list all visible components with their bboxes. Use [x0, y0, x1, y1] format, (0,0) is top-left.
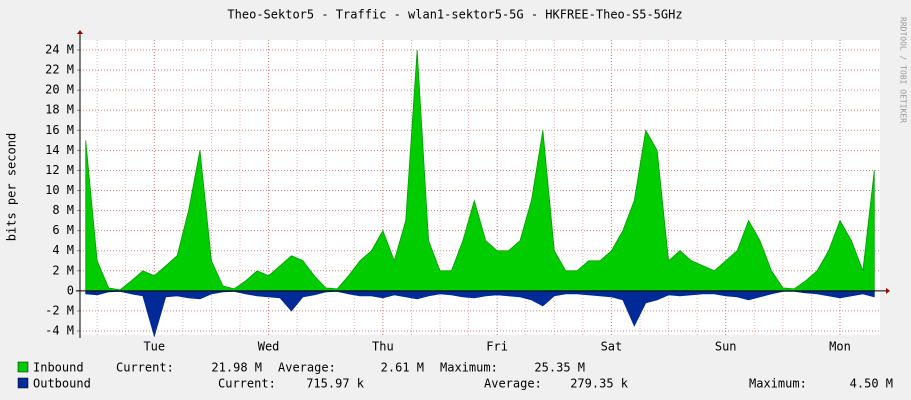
y-tick-label: -2 M: [45, 303, 74, 317]
stat-value: 25.35 M: [534, 361, 585, 375]
x-tick-label: Mon: [829, 340, 851, 354]
stat-value: 4.50 M: [850, 377, 893, 391]
y-tick-label: 20 M: [45, 83, 74, 97]
x-arrow: [886, 287, 890, 294]
x-tick-label: Fri: [486, 340, 508, 354]
stat-label: Maximum:: [749, 377, 807, 391]
y-tick-label: 16 M: [45, 123, 74, 137]
stat-value: 21.98 M: [211, 361, 262, 375]
stat-label: Average:: [484, 377, 542, 391]
x-tick-label: Sun: [715, 340, 737, 354]
x-tick-label: Sat: [601, 340, 623, 354]
x-tick-label: Thu: [372, 340, 394, 354]
y-tick-label: 4 M: [52, 243, 74, 257]
y-tick-label: 2 M: [52, 263, 74, 277]
watermark: RRDTOOL / TOBI OETIKER: [899, 17, 908, 123]
stat-label: Maximum:: [440, 361, 498, 375]
y-tick-label: 8 M: [52, 203, 74, 217]
y-tick-label: 6 M: [52, 223, 74, 237]
chart-title: Theo-Sektor5 - Traffic - wlan1-sektor5-5…: [227, 8, 682, 22]
stat-label: Current:: [116, 361, 174, 375]
stat-value: 279.35 k: [570, 377, 629, 391]
y-tick-label: 24 M: [45, 43, 74, 57]
x-tick-label: Tue: [143, 340, 165, 354]
stat-label: Current:: [218, 377, 276, 391]
legend-label: Outbound: [33, 377, 91, 391]
legend-label: Inbound: [33, 361, 84, 375]
stat-label: Average:: [278, 361, 336, 375]
y-tick-label: 22 M: [45, 63, 74, 77]
stat-value: 715.97 k: [306, 377, 365, 391]
y-axis-label: bits per second: [5, 133, 19, 241]
legend-swatch: [17, 361, 29, 373]
y-arrow: [77, 30, 83, 34]
y-tick-label: -4 M: [45, 323, 74, 337]
area: [85, 50, 875, 292]
y-tick-label: 0: [67, 283, 74, 297]
legend-swatch: [17, 377, 29, 389]
x-tick-label: Wed: [258, 340, 280, 354]
area: [85, 290, 875, 338]
y-tick-label: 18 M: [45, 103, 74, 117]
y-tick-label: 10 M: [45, 183, 74, 197]
y-tick-label: 12 M: [45, 163, 74, 177]
y-tick-label: 14 M: [45, 143, 74, 157]
stat-value: 2.61 M: [381, 361, 424, 375]
